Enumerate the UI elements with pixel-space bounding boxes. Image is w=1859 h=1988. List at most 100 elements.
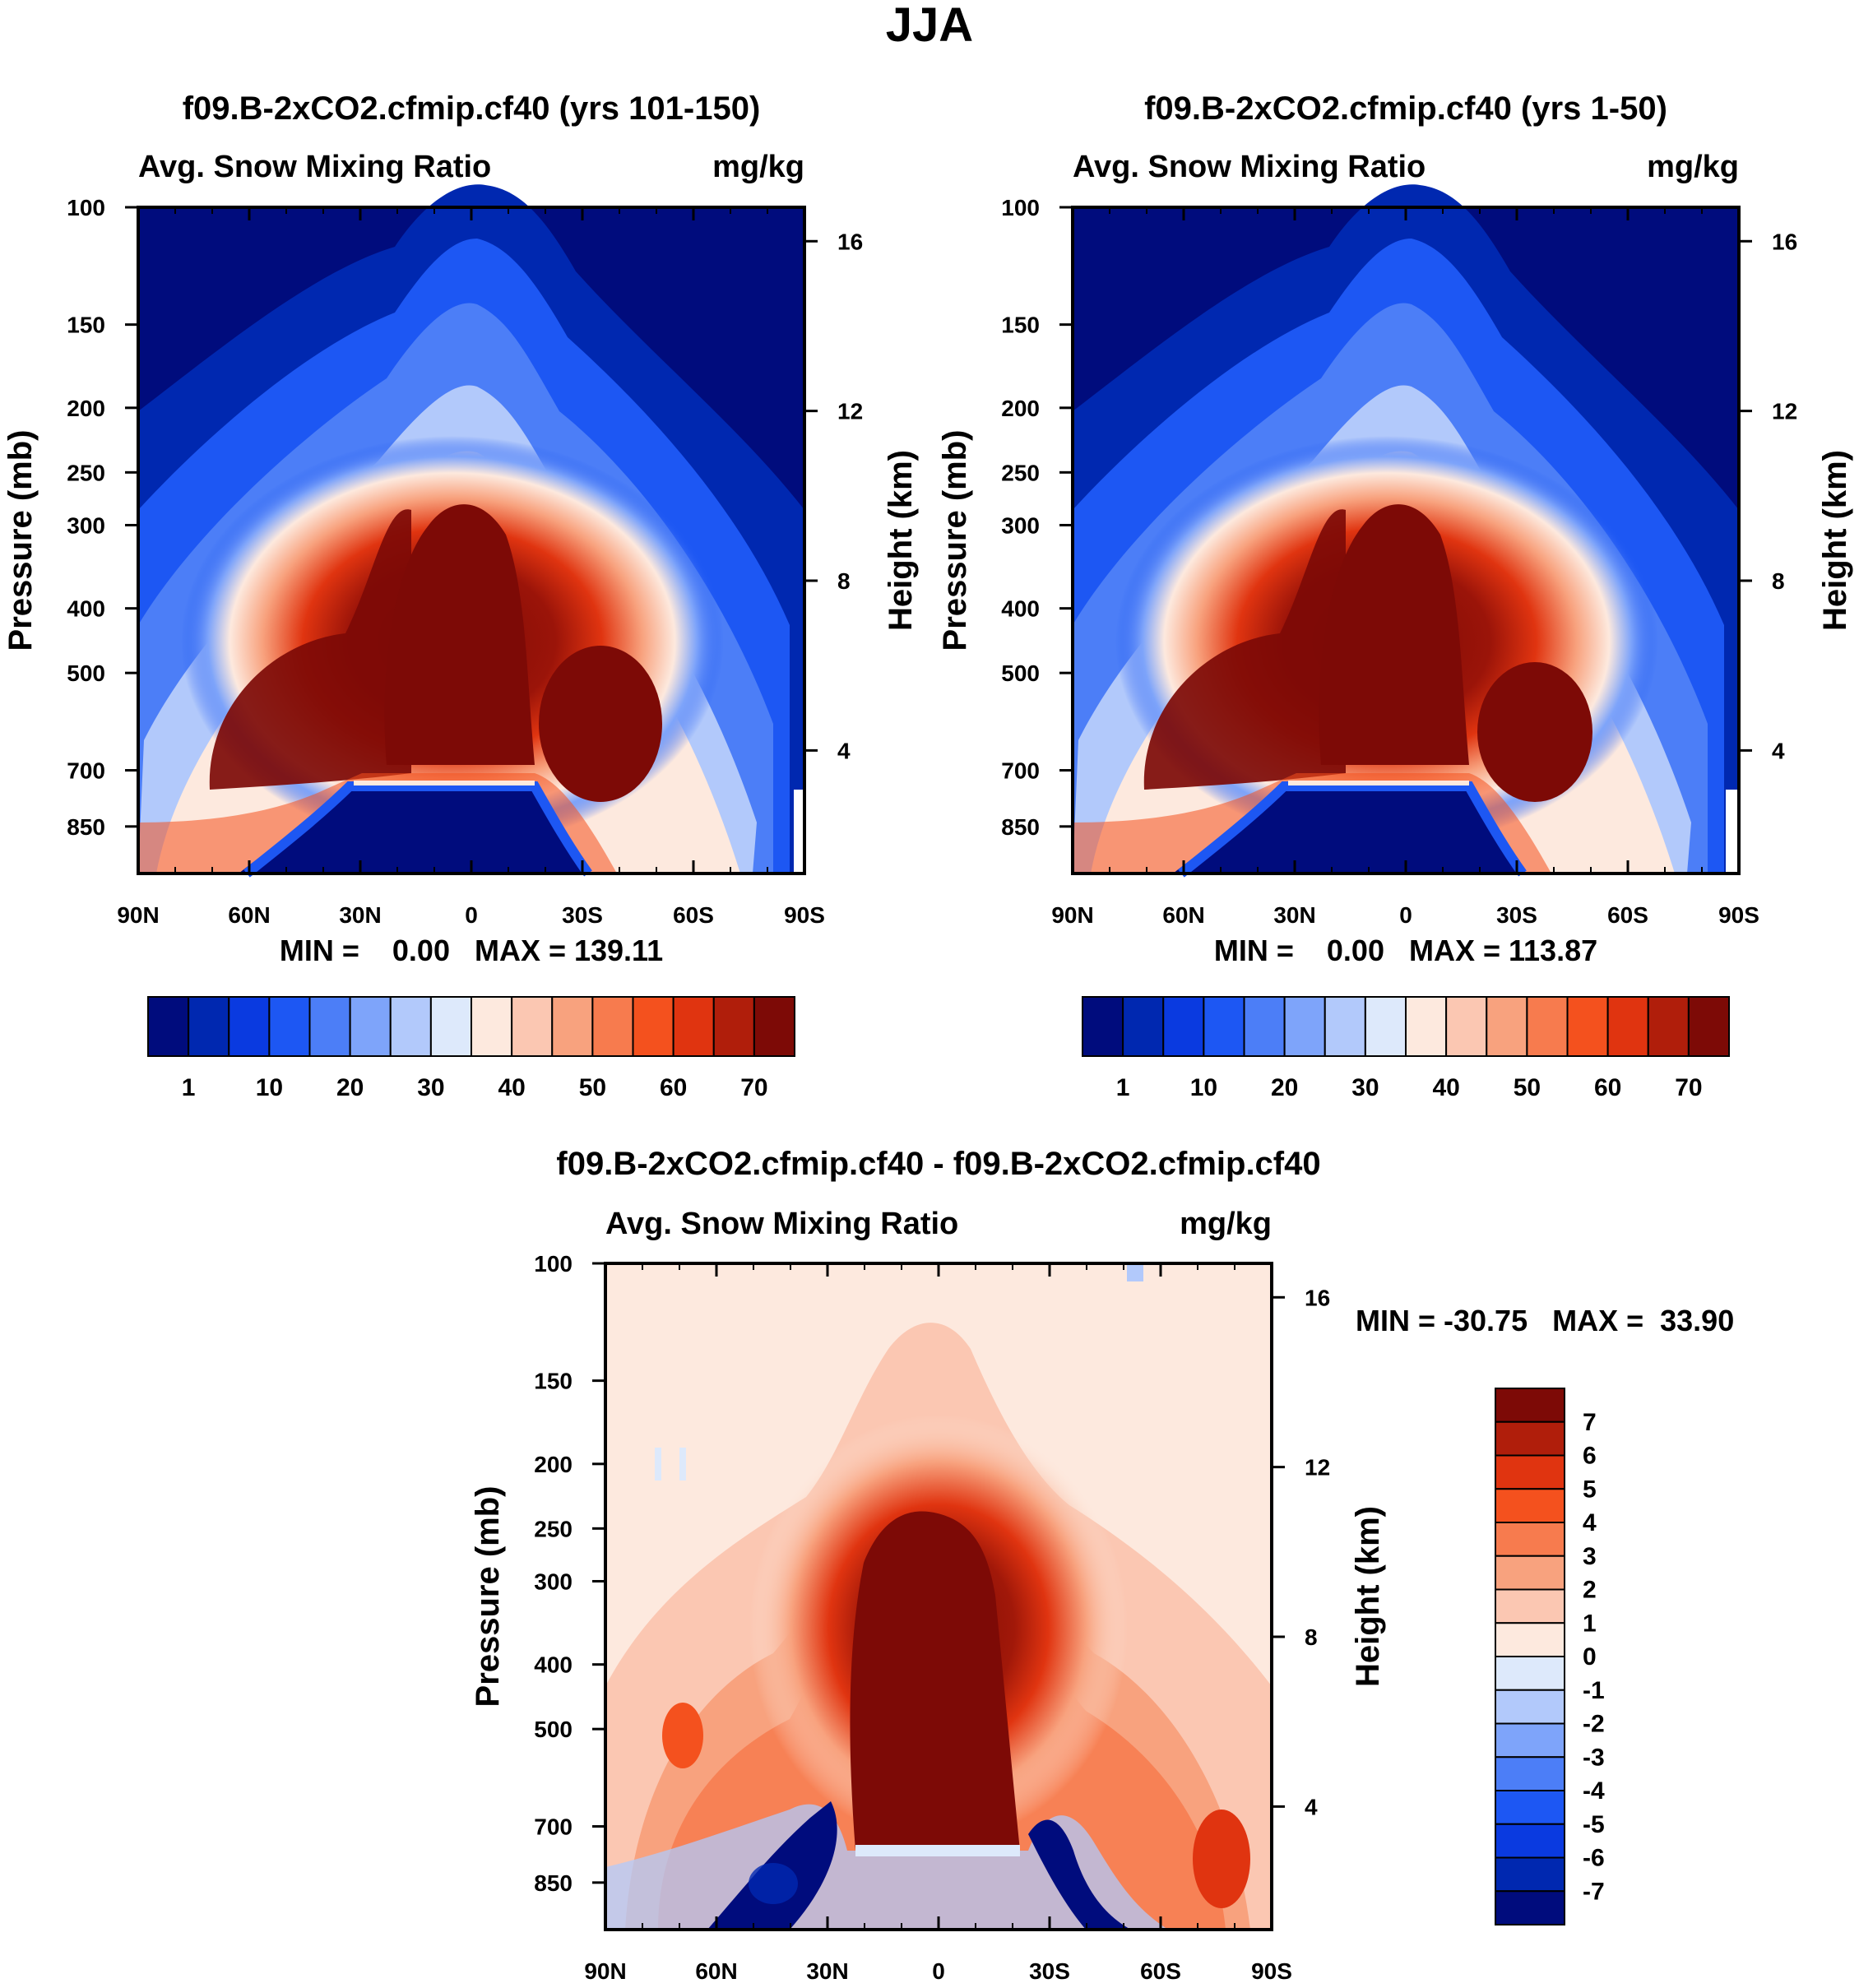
colorbar-swatch [1495,1622,1565,1657]
units-label: mg/kg [1180,1207,1272,1241]
y-tick-label: 300 [1001,512,1040,538]
colorbar-swatch [511,996,554,1057]
contour-field [1073,184,1739,878]
variable-label: Avg. Snow Mixing Ratio [1073,150,1426,184]
colorbar-swatch [1495,1454,1565,1490]
colorbar-label: 5 [1583,1476,1597,1503]
colorbar-label: -7 [1583,1878,1605,1905]
height-tick-label: 4 [837,738,851,763]
colorbar-label: 60 [660,1074,687,1101]
y-tick-label: 500 [534,1717,573,1742]
y-tick-label: 850 [67,814,105,840]
colorbar-swatch [1495,1588,1565,1624]
colorbar: 1 10 20 30 40 50 60 70 [1082,996,1730,1101]
colorbar-label: 70 [740,1074,767,1101]
y-tick-label: 100 [1001,195,1040,220]
pressure-axis-title: Pressure (mb) [2,430,39,651]
colorbar: 1 10 20 30 40 50 60 70 [147,996,795,1101]
colorbar-swatch [1495,1420,1565,1457]
colorbar-swatch [268,996,311,1057]
pressure-axis-title: Pressure (mb) [937,430,973,651]
height-tick-label: 12 [1305,1455,1330,1481]
y-tick-label: 300 [67,512,105,538]
y-tick-label: 500 [67,660,105,686]
y-tick-label: 400 [534,1652,573,1678]
x-tick-label: 60S [673,902,714,928]
colorbar-swatch [1445,996,1488,1057]
colorbar-swatch [1647,996,1690,1057]
y-tick-label: 700 [67,758,105,784]
colorbar-swatch [1495,1689,1565,1725]
x-tick-label: 60S [1607,902,1648,928]
y-tick-label: 100 [67,195,105,220]
colorbar-swatch [1495,1656,1565,1691]
colorbar-label: 1 [182,1074,196,1101]
colorbar-swatch [1526,996,1569,1057]
colorbar-swatch [1486,996,1528,1057]
y-tick-label: 250 [534,1516,573,1541]
panel-top-left: f09.B-2xCO2.cfmip.cf40 (yrs 101-150) Avg… [2,90,919,1101]
colorbar: 7 6 5 4 3 2 1 0 -1 -2 -3 -4 -5 -6 -7 [1495,1388,1605,1925]
colorbar-swatch [1495,1488,1565,1523]
colorbar-swatch [1495,1823,1565,1859]
units-label: mg/kg [712,150,804,184]
panel-title: f09.B-2xCO2.cfmip.cf40 (yrs 101-150) [183,90,761,127]
panel-top-right: f09.B-2xCO2.cfmip.cf40 (yrs 1-50) Avg. S… [937,90,1853,1101]
height-tick-label: 12 [1772,399,1797,424]
colorbar-swatch [471,996,513,1057]
colorbar-label: 7 [1583,1409,1597,1436]
x-tick-label: 60N [228,902,270,928]
height-tick-label: 12 [837,399,863,424]
colorbar-swatch [1162,996,1205,1057]
y-tick-label: 250 [67,460,105,485]
panel-title: f09.B-2xCO2.cfmip.cf40 - f09.B-2xCO2.cfm… [556,1146,1320,1182]
axes-ticks: 90N 60N 30N 0 30S 60S 90S 100 150 200 250 300 400 500… [67,195,863,928]
y-tick-label: 850 [1001,814,1040,840]
panel-bottom-difference: f09.B-2xCO2.cfmip.cf40 - f09.B-2xCO2.cfm… [470,1146,1734,1984]
colorbar-swatch [1324,996,1366,1057]
y-tick-label: 500 [1001,660,1040,686]
colorbar-label: -3 [1583,1744,1605,1771]
colorbar-swatch [753,996,795,1057]
colorbar-swatch [1082,996,1124,1057]
x-tick-label: 30N [806,1958,848,1984]
x-tick-label: 0 [465,902,478,928]
colorbar-label: 6 [1583,1443,1597,1470]
colorbar-label: 40 [498,1074,525,1101]
x-tick-label: 60N [1162,902,1204,928]
y-tick-label: 250 [1001,460,1040,485]
colorbar-swatch [349,996,392,1057]
colorbar-label: 30 [417,1074,444,1101]
x-tick-label: 90N [117,902,159,928]
colorbar-swatch [551,996,594,1057]
colorbar-label: 70 [1675,1074,1702,1101]
colorbar-swatch [1243,996,1286,1057]
colorbar-label: 10 [256,1074,283,1101]
y-tick-label: 200 [1001,396,1040,421]
x-tick-label: 30N [339,902,381,928]
colorbar-swatch [188,996,230,1057]
colorbar-swatch [228,996,271,1057]
colorbar-swatch [1405,996,1448,1057]
height-tick-label: 16 [837,229,863,254]
min-max-readout: MIN = 0.00 MAX = 139.11 [280,934,663,967]
pressure-axis-title: Pressure (mb) [470,1486,506,1708]
colorbar-label: -5 [1583,1811,1605,1838]
colorbar-swatch [1495,1522,1565,1557]
figure-title: JJA [886,0,973,52]
y-tick-label: 700 [1001,758,1040,784]
colorbar-swatch [1687,996,1730,1057]
axes-ticks: 90N 60N 30N 0 30S 60S 90S 100 150 200 250 300 400 500… [1001,195,1797,928]
x-tick-label: 90N [584,1958,626,1984]
colorbar-swatch [1495,1388,1565,1423]
colorbar-label: 1 [1583,1610,1597,1637]
variable-label: Avg. Snow Mixing Ratio [605,1207,958,1241]
colorbar-swatch [1566,996,1609,1057]
y-tick-label: 100 [534,1251,573,1277]
colorbar-label: 20 [1271,1074,1298,1101]
colorbar-label: 3 [1583,1543,1597,1570]
colorbar-swatch [429,996,472,1057]
colorbar-swatch [1122,996,1165,1057]
y-tick-label: 200 [534,1452,573,1477]
